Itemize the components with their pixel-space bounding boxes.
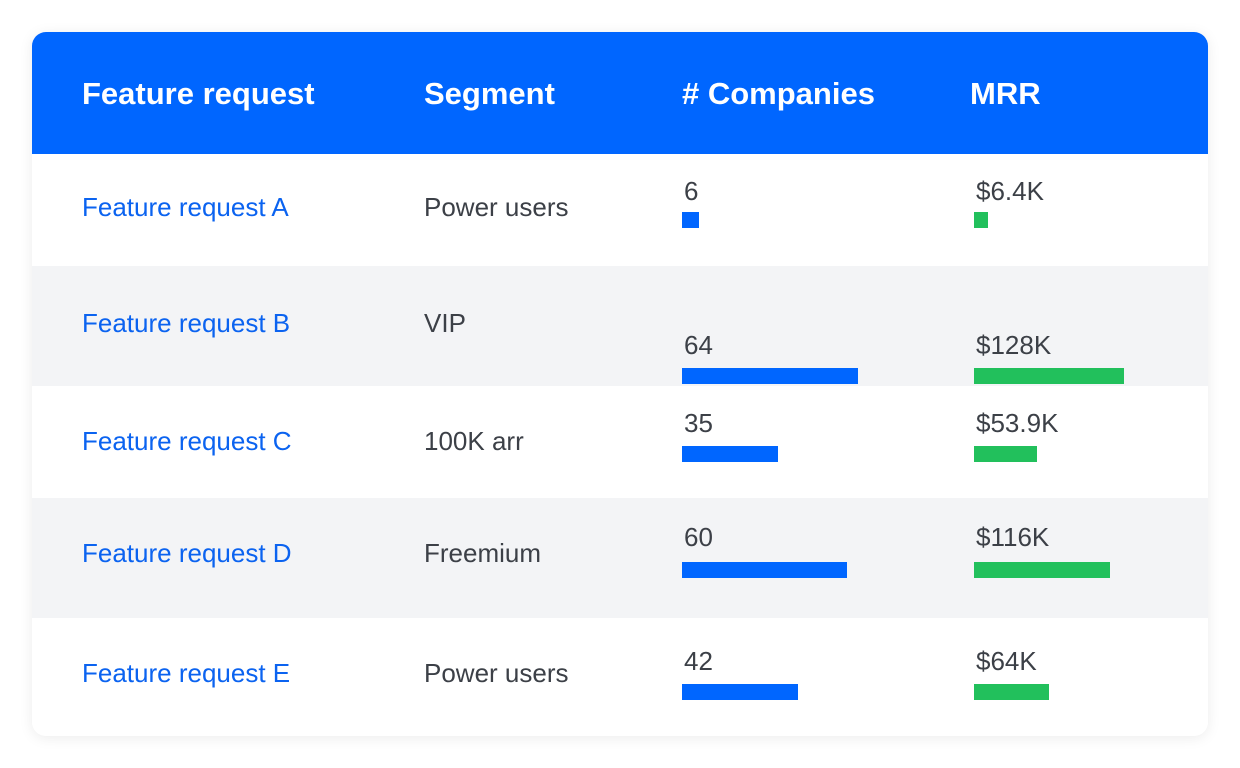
companies-bar	[682, 684, 798, 700]
mrr-bar	[974, 212, 988, 228]
companies-bar	[682, 562, 847, 578]
mrr-bar	[974, 368, 1124, 384]
column-header-feature-request[interactable]: Feature request	[82, 76, 315, 111]
mrr-value: $53.9K	[976, 408, 1059, 438]
companies-bar	[682, 212, 699, 228]
segment-cell: Power users	[424, 658, 569, 688]
segment-cell: 100K arr	[424, 426, 524, 456]
feature-request-link[interactable]: Feature request A	[82, 192, 289, 222]
column-header-mrr[interactable]: MRR	[970, 76, 1041, 111]
feature-request-link[interactable]: Feature request E	[82, 658, 291, 688]
companies-bar	[682, 368, 858, 384]
mrr-value: $6.4K	[976, 176, 1044, 206]
companies-count: 35	[684, 408, 713, 438]
feature-request-link[interactable]: Feature request B	[82, 308, 291, 338]
mrr-value: $64K	[976, 646, 1037, 676]
mrr-value: $128K	[976, 330, 1052, 360]
segment-cell: Freemium	[424, 538, 542, 568]
feature-requests-table: Feature request Segment # Companies MRR …	[32, 32, 1208, 736]
companies-bar	[682, 446, 778, 462]
table-row[interactable]: Feature request A Power users 6 $6.4K	[32, 154, 1208, 266]
segment-cell: Power users	[424, 192, 569, 222]
companies-count: 64	[684, 330, 713, 360]
mrr-bar	[974, 446, 1037, 462]
companies-count: 6	[684, 176, 699, 206]
feature-request-link[interactable]: Feature request C	[82, 426, 292, 456]
segment-cell: VIP	[424, 308, 466, 338]
mrr-bar	[974, 684, 1049, 700]
companies-count: 60	[684, 522, 713, 552]
column-header-segment[interactable]: Segment	[424, 76, 555, 111]
column-header-companies[interactable]: # Companies	[682, 76, 875, 111]
table-header: Feature request Segment # Companies MRR	[32, 32, 1208, 154]
table-row[interactable]: Feature request C 100K arr 35 $53.9K	[32, 386, 1208, 498]
table-row[interactable]: Feature request D Freemium 60 $116K	[32, 498, 1208, 618]
table-row[interactable]: Feature request E Power users 42 $64K	[32, 618, 1208, 736]
mrr-bar	[974, 562, 1110, 578]
feature-request-link[interactable]: Feature request D	[82, 538, 292, 568]
mrr-value: $116K	[976, 522, 1050, 552]
companies-count: 42	[684, 646, 713, 676]
table-row[interactable]: Feature request B VIP 64 $128K	[32, 266, 1208, 386]
